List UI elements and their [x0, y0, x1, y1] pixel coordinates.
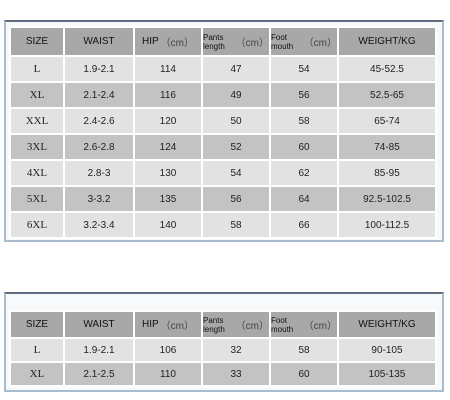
header-text: WAIST — [83, 36, 115, 47]
header-cell: Pants length （cm） — [203, 28, 269, 55]
size-cell: XL — [11, 83, 63, 107]
header-cell: Foot mouth （cm） — [271, 28, 337, 55]
value-cell: 85-95 — [339, 161, 435, 185]
header-text: Foot mouth — [271, 32, 294, 51]
value-cell: 2.1-2.5 — [65, 363, 133, 385]
value-cell: 62 — [271, 161, 337, 185]
header-cell: WAIST — [65, 28, 133, 55]
header-text: HIP — [141, 319, 159, 330]
header-text: WEIGHT/KG — [358, 319, 416, 330]
header-unit: （cm） — [235, 38, 269, 49]
header-cell: WEIGHT/KG — [339, 28, 435, 55]
value-cell: 56 — [271, 83, 337, 107]
size-cell: L — [11, 339, 63, 361]
value-cell: 105-135 — [339, 363, 435, 385]
header-text: SIZE — [25, 36, 49, 47]
value-cell: 92.5-102.5 — [339, 187, 435, 211]
value-cell: 3.2-3.4 — [65, 213, 133, 237]
size-cell: 3XL — [11, 135, 63, 159]
value-cell: 2.8-3 — [65, 161, 133, 185]
value-cell: 60 — [271, 135, 337, 159]
header-text: Pants length — [203, 315, 225, 334]
size-table: SIZE WAIST HIP （cm） Pants length （cm） Foot mou… — [9, 26, 437, 239]
value-cell: 124 — [135, 135, 201, 159]
header-cell: Pants length （cm） — [203, 312, 269, 337]
value-cell: 65-74 — [339, 109, 435, 133]
header-text: SIZE — [25, 319, 49, 330]
value-cell: 50 — [203, 109, 269, 133]
value-cell: 106 — [135, 339, 201, 361]
value-cell: 52.5-65 — [339, 83, 435, 107]
size-cell: 4XL — [11, 161, 63, 185]
header-cell: Foot mouth （cm） — [271, 312, 337, 337]
header-text: WAIST — [83, 319, 115, 330]
value-cell: 32 — [203, 339, 269, 361]
value-cell: 58 — [203, 213, 269, 237]
header-cell: SIZE — [11, 312, 63, 337]
value-cell: 2.1-2.4 — [65, 83, 133, 107]
value-cell: 60 — [271, 363, 337, 385]
value-cell: 49 — [203, 83, 269, 107]
value-cell: 114 — [135, 57, 201, 81]
value-cell: 2.4-2.6 — [65, 109, 133, 133]
header-text: WEIGHT/KG — [358, 36, 416, 47]
value-cell: 33 — [203, 363, 269, 385]
value-cell: 58 — [271, 339, 337, 361]
header-unit: （cm） — [303, 38, 337, 49]
value-cell: 74-85 — [339, 135, 435, 159]
header-cell: WAIST — [65, 312, 133, 337]
header-cell: SIZE — [11, 28, 63, 55]
size-cell: XL — [11, 363, 63, 385]
value-cell: 45-52.5 — [339, 57, 435, 81]
size-cell: 5XL — [11, 187, 63, 211]
value-cell: 2.6-2.8 — [65, 135, 133, 159]
header-cell: WEIGHT/KG — [339, 312, 435, 337]
value-cell: 66 — [271, 213, 337, 237]
header-unit: （cm） — [160, 38, 194, 49]
header-text: Foot mouth — [271, 315, 294, 334]
header-unit: （cm） — [235, 321, 269, 332]
value-cell: 58 — [271, 109, 337, 133]
value-cell: 3-3.2 — [65, 187, 133, 211]
value-cell: 54 — [271, 57, 337, 81]
value-cell: 47 — [203, 57, 269, 81]
header-text: HIP — [141, 36, 159, 47]
value-cell: 110 — [135, 363, 201, 385]
size-table: SIZE WAIST HIP （cm） Pants length （cm） Foot mou… — [9, 310, 437, 387]
value-cell: 1.9-2.1 — [65, 339, 133, 361]
header-text: Pants length — [203, 32, 225, 51]
value-cell: 116 — [135, 83, 201, 107]
value-cell: 90-105 — [339, 339, 435, 361]
header-unit: （cm） — [303, 321, 337, 332]
size-cell: L — [11, 57, 63, 81]
value-cell: 100-112.5 — [339, 213, 435, 237]
value-cell: 56 — [203, 187, 269, 211]
value-cell: 52 — [203, 135, 269, 159]
value-cell: 140 — [135, 213, 201, 237]
value-cell: 120 — [135, 109, 201, 133]
value-cell: 135 — [135, 187, 201, 211]
header-cell: HIP （cm） — [135, 28, 201, 55]
value-cell: 1.9-2.1 — [65, 57, 133, 81]
value-cell: 130 — [135, 161, 201, 185]
header-unit: （cm） — [160, 321, 194, 332]
size-cell: 6XL — [11, 213, 63, 237]
value-cell: 64 — [271, 187, 337, 211]
header-cell: HIP （cm） — [135, 312, 201, 337]
size-cell: XXL — [11, 109, 63, 133]
value-cell: 54 — [203, 161, 269, 185]
